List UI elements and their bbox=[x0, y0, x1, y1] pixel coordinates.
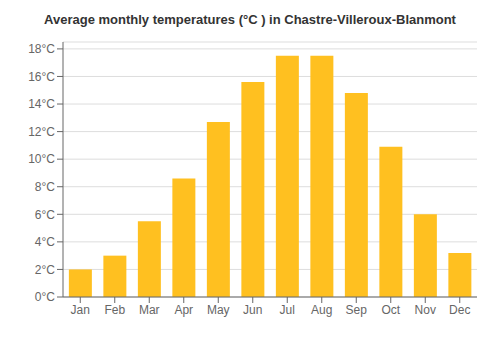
svg-text:18°C: 18°C bbox=[28, 42, 55, 56]
svg-text:6°C: 6°C bbox=[35, 208, 55, 222]
svg-text:16°C: 16°C bbox=[28, 70, 55, 84]
svg-text:Jan: Jan bbox=[71, 303, 90, 317]
svg-text:Mar: Mar bbox=[139, 303, 160, 317]
svg-text:Dec: Dec bbox=[449, 303, 470, 317]
svg-text:14°C: 14°C bbox=[28, 97, 55, 111]
svg-text:0°C: 0°C bbox=[35, 290, 55, 304]
svg-text:10°C: 10°C bbox=[28, 152, 55, 166]
svg-text:12°C: 12°C bbox=[28, 125, 55, 139]
svg-text:Nov: Nov bbox=[415, 303, 436, 317]
svg-text:Oct: Oct bbox=[381, 303, 400, 317]
svg-text:8°C: 8°C bbox=[35, 180, 55, 194]
svg-text:Feb: Feb bbox=[104, 303, 125, 317]
svg-text:Jun: Jun bbox=[243, 303, 262, 317]
svg-text:4°C: 4°C bbox=[35, 235, 55, 249]
svg-text:Aug: Aug bbox=[311, 303, 332, 317]
svg-text:May: May bbox=[207, 303, 230, 317]
svg-text:Jul: Jul bbox=[280, 303, 295, 317]
svg-text:2°C: 2°C bbox=[35, 263, 55, 277]
html-text:Average monthly temperatures (: Average monthly temperatures (°C ) in Ch… bbox=[44, 12, 456, 27]
svg-text:Sep: Sep bbox=[346, 303, 368, 317]
svg-text:Apr: Apr bbox=[174, 303, 193, 317]
